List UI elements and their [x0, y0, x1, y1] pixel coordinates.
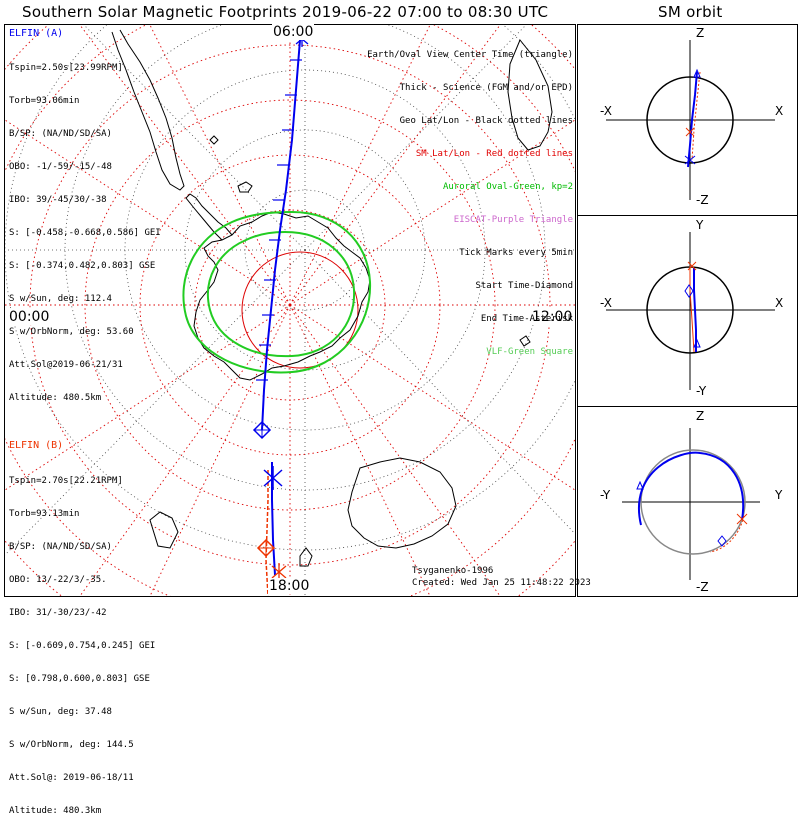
island-coast — [237, 181, 253, 193]
sat-a-line: S: [-0.374,0.482,0.803] GSE — [9, 261, 156, 271]
sat-b-line: Torb=93.13min — [9, 509, 80, 519]
orbit3-right-label: Y — [775, 488, 783, 502]
clock-label-bottom: 18:00 — [268, 578, 311, 594]
orbit2-left-label: -X — [600, 296, 612, 310]
orbit1-right-label: X — [775, 104, 784, 118]
sat-b-line: IBO: 31/-30/23/-42 — [9, 608, 107, 618]
orbit3-top-label: Z — [696, 409, 705, 423]
legend-item: SM Lat/Lon - Red dotted lines — [415, 149, 573, 159]
sat-a-line: S w/OrbNorm, deg: 53.60 — [9, 327, 134, 337]
sat-b-name: ELFIN (B) — [9, 440, 64, 451]
orbit-frame — [577, 24, 798, 597]
legend-item: Earth/Oval View Center Time (triangle) — [367, 50, 573, 60]
orbit3-bottom-label: -Z — [696, 580, 709, 594]
nz-coast — [149, 511, 179, 549]
clock-label-top: 06:00 — [272, 24, 315, 40]
antarctic-peninsula — [185, 193, 233, 241]
sat-a-name: ELFIN (A) — [9, 28, 64, 39]
clock-label-right: 12:00 — [531, 309, 574, 325]
elfin-b-track — [265, 470, 269, 596]
sat-a-line: OBO: -1/-59/-15/-48 — [9, 162, 112, 172]
elfin-a-start-diamond — [252, 420, 272, 440]
elfin-a-track — [261, 39, 301, 431]
sat-a-line: Att.Sol@2019-06-21/31 — [9, 360, 123, 370]
legend-item: Auroral Oval-Green, kp=2 — [442, 182, 573, 192]
elfin-b-start-diamond — [256, 538, 276, 558]
elfin-a-ticks — [256, 59, 302, 381]
sat-b-line: S w/Sun, deg: 37.48 — [9, 707, 112, 717]
auroral-oval-inner — [206, 230, 356, 358]
australia-coast — [347, 457, 457, 549]
orbit1-bottom-label: -Z — [696, 193, 709, 207]
island-coast — [519, 335, 531, 347]
auroral-oval-outer — [182, 210, 372, 374]
sat-b-line: Tspin=2.70s[22.21RPM] — [9, 476, 123, 486]
sat-a-line: Tspin=2.50s[23.99RPM] — [9, 63, 123, 73]
sat-b-info: Tspin=2.70s[22.21RPM] Torb=93.13min B/SP… — [9, 454, 155, 828]
sat-b-line: Att.Sol@: 2019-06-18/11 — [9, 773, 134, 783]
orbit3-left-label: -Y — [600, 488, 611, 502]
legend-item: Thick - Science (FGM and/or EPD) — [399, 83, 573, 93]
plot-title: Southern Solar Magnetic Footprints 2019-… — [22, 3, 549, 21]
legend-item: Tick Marks every 5min — [459, 248, 573, 258]
elfin-b-science — [271, 462, 276, 576]
sm-inner-circle — [241, 251, 359, 369]
sat-b-line: S: [0.798,0.600,0.803] GSE — [9, 674, 150, 684]
sat-a-line: B/SP: (NA/ND/SD/SA) — [9, 129, 112, 139]
orbit2-top-label: Y — [696, 218, 704, 232]
credit-author: Tsyganenko-1996 — [412, 566, 494, 576]
legend-item: Start Time-Diamond — [475, 281, 573, 291]
south-america-coast — [111, 29, 185, 191]
legend-item: VLF-Green Square — [486, 347, 573, 357]
antarctica-coastline — [193, 211, 371, 381]
sat-a-line: S w/Sun, deg: 112.4 — [9, 294, 112, 304]
tasmania-coast — [299, 547, 313, 567]
footprint-figure — [4, 24, 798, 597]
legend-item: EISCAT-Purple Triangle — [453, 215, 573, 225]
orbit1-top-label: Z — [696, 26, 705, 40]
sat-b-line: OBO: 13/-22/3/-35. — [9, 575, 107, 585]
island-coast — [209, 135, 219, 145]
orbit-panel-yz — [622, 428, 760, 580]
sat-a-info: Tspin=2.50s[23.99RPM] Torb=93.06min B/SP… — [9, 41, 161, 415]
credit-created: Created: Wed Jan 25 11:48:22 2023 — [412, 578, 591, 588]
orbit1-left-label: -X — [600, 104, 612, 118]
orbit-panel-xy — [606, 232, 775, 390]
sat-a-line: S: [-0.458,-0.668,0.586] GEI — [9, 228, 161, 238]
legend-item: Geo Lat/Lon - Black dotted lines — [399, 116, 573, 126]
orbit2-bottom-label: -Y — [696, 384, 707, 398]
sat-a-line: IBO: 39/-45/30/-38 — [9, 195, 107, 205]
orbit2-right-label: X — [775, 296, 784, 310]
orbit-panel-xz — [606, 40, 775, 200]
sat-b-line: S: [-0.609,0.754,0.245] GEI — [9, 641, 156, 651]
orbit-title: SM orbit — [658, 3, 723, 21]
sat-b-line: B/SP: (NA/ND/SD/SA) — [9, 542, 112, 552]
elfin-b-end-asterisk — [263, 466, 283, 490]
africa-coast — [507, 39, 553, 151]
sat-a-line: Torb=93.06min — [9, 96, 80, 106]
sat-b-line: Altitude: 480.3km — [9, 806, 102, 816]
legend: Earth/Oval View Center Time (triangle) T… — [367, 28, 573, 369]
clock-label-left: 00:00 — [8, 309, 51, 325]
sat-a-line: Altitude: 480.5km — [9, 393, 102, 403]
legend-item: End Time-Asterisk — [480, 314, 573, 324]
sat-b-line: S w/OrbNorm, deg: 144.5 — [9, 740, 134, 750]
